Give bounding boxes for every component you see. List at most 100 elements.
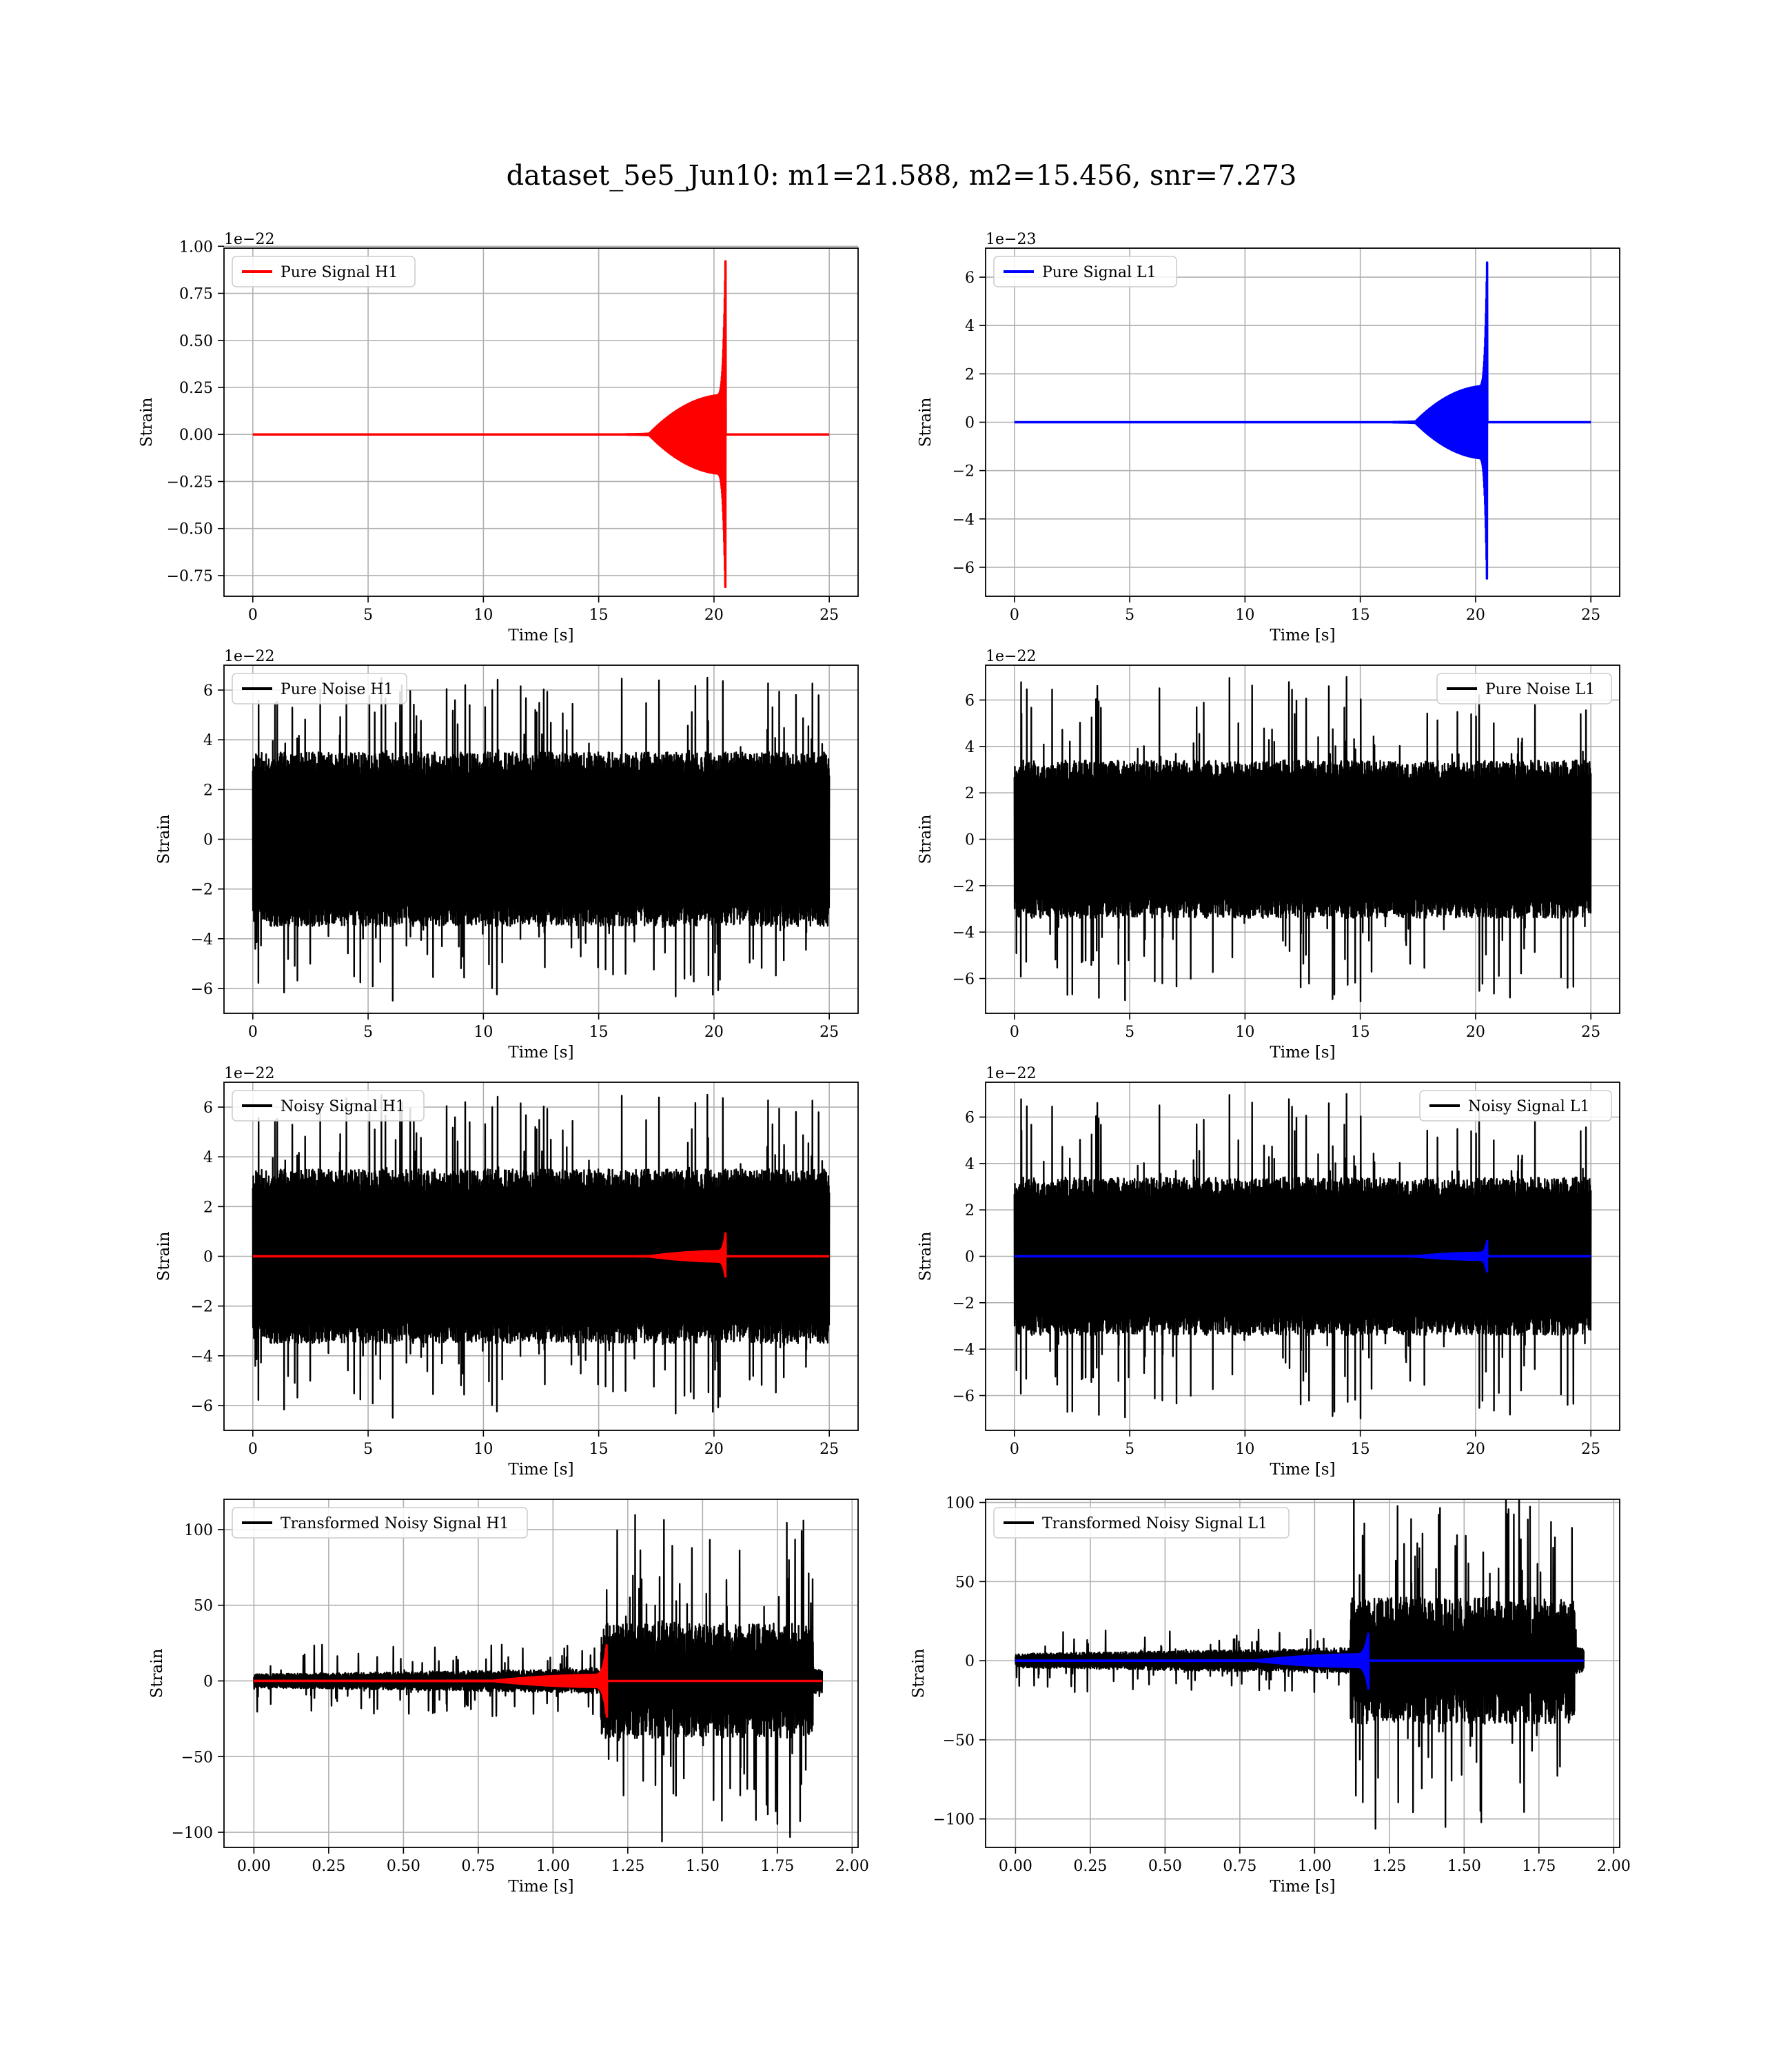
legend-box (232, 1507, 528, 1539)
y-tick-label: −0.75 (167, 568, 213, 585)
x-axis-label: Time [s] (508, 627, 573, 645)
series-group (1013, 261, 1592, 580)
x-tick-label: 1.75 (1522, 1858, 1556, 1875)
signal-line (252, 1644, 824, 1719)
x-tick-label: 25 (819, 1024, 839, 1041)
x-tick-label: 5 (1125, 1441, 1134, 1458)
x-tick-label: 1.50 (1447, 1858, 1481, 1875)
x-tick-label: 0.50 (1148, 1858, 1182, 1875)
x-tick-label: 10 (1235, 1024, 1254, 1041)
legend-label: Pure Signal L1 (1042, 264, 1157, 281)
x-tick-label: 5 (1125, 607, 1134, 624)
y-tick-label: −100 (933, 1812, 975, 1829)
x-tick-label: 2.00 (1597, 1858, 1631, 1875)
x-axis-label: Time [s] (1270, 1461, 1335, 1479)
y-tick-label: −4 (953, 1341, 975, 1359)
y-offset-text: 1e−23 (986, 231, 1036, 248)
y-offset-text: 1e−22 (224, 1065, 274, 1082)
y-tick-label: 6 (965, 270, 975, 287)
axes-frame (985, 247, 1620, 597)
x-tick-label: 2.00 (835, 1858, 869, 1875)
x-tick-label: 15 (589, 1024, 609, 1041)
y-tick-label: 2 (203, 1199, 213, 1216)
y-tick-label: 6 (965, 1110, 975, 1127)
x-axis-label: Time [s] (508, 1461, 573, 1479)
x-tick-label: 20 (704, 1024, 724, 1041)
x-tick-label: 0 (248, 1024, 258, 1041)
x-tick-label: 0.00 (237, 1858, 271, 1875)
x-tick-label: 0.75 (1223, 1858, 1256, 1875)
y-tick-label: −2 (191, 1299, 213, 1316)
legend: Pure Noise L1 (1436, 673, 1612, 704)
y-tick-label: 4 (965, 318, 975, 335)
x-tick-label: 0.25 (312, 1858, 345, 1875)
y-tick-label: 4 (965, 739, 975, 756)
x-tick-label: 25 (1581, 607, 1600, 624)
legend-box (1436, 673, 1612, 704)
x-tick-label: 5 (363, 1024, 373, 1041)
y-tick-label: 4 (965, 1156, 975, 1173)
x-tick-label: 25 (1581, 1441, 1600, 1458)
x-tick-label: 10 (1235, 1441, 1254, 1458)
x-tick-label: 20 (1466, 1024, 1485, 1041)
x-tick-label: 5 (363, 1441, 373, 1458)
x-tick-label: 5 (363, 607, 373, 624)
y-tick-label: 2 (965, 785, 975, 802)
y-tick-label: 50 (955, 1574, 975, 1591)
x-axis-label: Time [s] (1270, 627, 1335, 645)
pure-signal-l1-line (1013, 261, 1592, 580)
x-tick-label: 0 (1010, 1024, 1019, 1041)
noisy-signal-h1-panel: 0 5 10 15 20 25 −6 −4 −2 0 2 4 6 Time [s] Strain 1e−22 N… (155, 1065, 859, 1479)
series-group (252, 676, 831, 1002)
y-axis-label: Strain (138, 397, 156, 447)
y-tick-label: −100 (172, 1825, 213, 1842)
legend: Pure Signal H1 (232, 256, 416, 287)
transformed-noisy-signal-l1-panel: 0.00 0.25 0.50 0.75 1.00 1.25 1.50 1.75 2.00 −100… (910, 1495, 1631, 1896)
transformed-noisy-signal-l1-line (1015, 1499, 1585, 1830)
legend-label: Noisy Signal H1 (281, 1098, 405, 1115)
y-axis-label: Strain (155, 814, 173, 864)
x-tick-label: 20 (1466, 607, 1485, 624)
axes-frame (223, 1499, 859, 1848)
y-tick-label: 0 (965, 1249, 975, 1266)
y-tick-label: −4 (191, 1348, 213, 1366)
y-tick-label: −6 (191, 981, 213, 998)
y-tick-label: −6 (953, 971, 975, 989)
x-axis-label: Time [s] (1270, 1878, 1335, 1896)
y-tick-label: 0.00 (179, 427, 213, 444)
transformed-noisy-signal-h1-line (253, 1514, 824, 1843)
y-axis-label: Strain (148, 1648, 166, 1698)
y-tick-label: 100 (184, 1522, 213, 1539)
x-tick-label: 0 (248, 1441, 258, 1458)
x-tick-label: 0.25 (1073, 1858, 1107, 1875)
y-tick-label: 100 (946, 1495, 975, 1512)
noisy-signal-l1-line (1013, 1093, 1592, 1419)
axes-frame (985, 1082, 1620, 1431)
legend-box (1419, 1090, 1612, 1122)
series-group (1013, 1093, 1592, 1419)
x-tick-label: 10 (474, 1024, 493, 1041)
legend: Noisy Signal H1 (232, 1090, 425, 1122)
x-tick-label: 0 (248, 607, 258, 624)
noisy-signal-h1-line (252, 1093, 831, 1419)
pure-signal-l1-panel: 0 5 10 15 20 25 −6 −4 −2 0 2 4 6 Time [s] Strain 1e−23 P… (917, 231, 1620, 645)
y-tick-label: 0.25 (179, 380, 213, 397)
x-tick-label: 0.75 (461, 1858, 495, 1875)
y-tick-label: −50 (943, 1732, 975, 1750)
axes-frame (985, 1499, 1620, 1848)
y-tick-label: 2 (965, 366, 975, 383)
y-tick-label: 0 (965, 832, 975, 849)
x-tick-label: 1.75 (760, 1858, 794, 1875)
x-tick-label: 15 (1351, 1441, 1370, 1458)
y-axis-label: Strain (917, 1231, 935, 1281)
y-tick-label: 0 (203, 1249, 213, 1266)
axes-frame (223, 247, 859, 597)
y-tick-label: 6 (965, 693, 975, 710)
y-tick-label: −2 (191, 882, 213, 899)
legend-label: Pure Signal H1 (281, 264, 398, 281)
y-tick-label: 1.00 (179, 239, 213, 256)
y-tick-label: −6 (191, 1398, 213, 1415)
y-tick-label: −4 (953, 511, 975, 529)
x-tick-label: 1.25 (1372, 1858, 1406, 1875)
